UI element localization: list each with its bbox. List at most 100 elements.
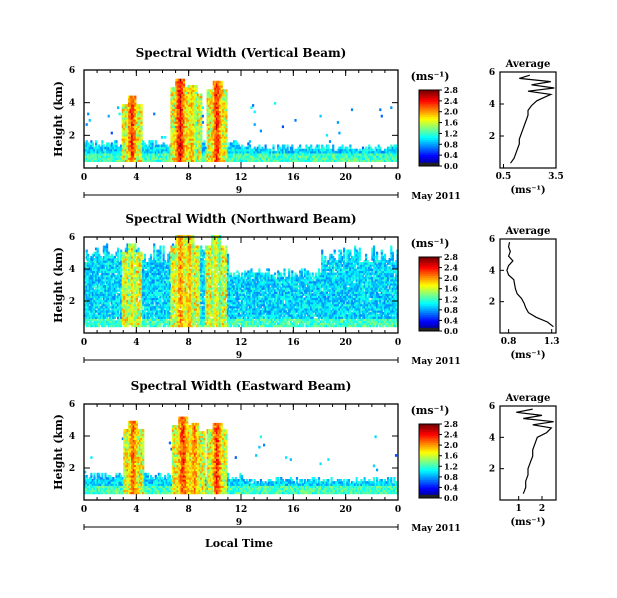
colorbar-cell: [419, 158, 439, 161]
colorbar-cell: [419, 451, 439, 455]
colorbar-cell: [419, 277, 439, 280]
y-tick-label: 4: [69, 265, 75, 275]
average-y-tick-label: 6: [489, 402, 495, 412]
colorbar-cell: [419, 323, 439, 326]
colorbar-cell: [419, 319, 439, 323]
colorbar-cell: [419, 321, 439, 325]
colorbar-cell: [419, 258, 439, 262]
average-y-tick-label: 2: [489, 465, 495, 475]
panel-title: Spectral Width (Eastward Beam): [131, 379, 352, 393]
colorbar-cell: [419, 103, 439, 106]
x-tick-label: 20: [339, 505, 352, 515]
colorbar-cell: [419, 327, 439, 330]
heatmap-cells: [84, 78, 399, 162]
colorbar-cell: [419, 431, 439, 434]
colorbar-cell: [419, 485, 439, 488]
colorbar-cell: [419, 310, 439, 313]
colorbar-cell: [419, 440, 439, 443]
average-x-tick-label: 1.3: [544, 337, 560, 347]
colorbar-cell: [419, 453, 439, 456]
colorbar-cell: [419, 91, 439, 95]
colorbar-tick-label: 1.6: [444, 118, 458, 128]
colorbar-cell: [419, 446, 439, 449]
colorbar-cell: [419, 118, 439, 121]
colorbar-cell: [419, 275, 439, 278]
colorbar-frame: [418, 423, 440, 499]
colorbar-cell: [419, 284, 439, 288]
x-tick-label: 20: [339, 173, 352, 183]
colorbar-tick-label: 2.0: [444, 440, 458, 450]
colorbar-cell: [419, 128, 439, 131]
colorbar-cell: [419, 475, 439, 479]
colorbar-cell: [419, 464, 439, 468]
x-tick-label: 0: [81, 173, 87, 183]
x-tick-label: 4: [133, 338, 139, 348]
colorbar-cell: [419, 101, 439, 104]
y-tick-label: 6: [69, 66, 75, 76]
colorbar-cell: [419, 473, 439, 477]
colorbar-cell: [419, 141, 439, 144]
colorbar-cell: [419, 294, 439, 297]
colorbar-cell: [419, 459, 439, 462]
colorbar-cell: [419, 145, 439, 148]
colorbar-cell: [419, 137, 439, 140]
colorbar-cell: [419, 139, 439, 142]
average-x-tick-label: 1: [516, 504, 522, 514]
colorbar-cell: [419, 477, 439, 480]
month-label: May 2011: [411, 357, 460, 367]
colorbar-cell: [419, 120, 439, 123]
colorbar-cell: [419, 461, 439, 464]
x-tick-label: 0: [395, 505, 401, 515]
x-tick-label: 8: [186, 338, 192, 348]
date-label: 9: [236, 186, 242, 196]
colorbar-cell: [419, 312, 439, 315]
colorbar-cell: [419, 162, 439, 165]
colorbar-tick-label: 1.2: [444, 461, 458, 471]
colorbar-cell: [419, 316, 439, 319]
average-x-tick-label: 0.5: [496, 172, 512, 182]
colorbar-cell: [419, 444, 439, 447]
average-y-tick-label: 4: [489, 433, 495, 443]
colorbar-cell: [419, 492, 439, 495]
colorbar-cell: [419, 429, 439, 432]
colorbar-cell: [419, 303, 439, 306]
colorbar-tick-label: 0.8: [444, 472, 458, 482]
colorbar-cell: [419, 494, 439, 497]
average-title: Average: [505, 393, 551, 404]
colorbar-unit: (ms⁻¹): [411, 70, 450, 83]
colorbar-cell: [419, 436, 439, 440]
colorbar-tick-label: 0.4: [444, 150, 458, 160]
colorbar-cell: [419, 424, 439, 427]
colorbar-cell: [419, 90, 439, 93]
x-tick-label: 12: [235, 505, 248, 515]
colorbar-cell: [419, 114, 439, 118]
colorbar-cell: [419, 448, 439, 451]
colorbar-cell: [419, 299, 439, 302]
colorbar-unit: (ms⁻¹): [411, 237, 450, 250]
colorbar-cell: [419, 107, 439, 110]
colorbar-cell: [419, 126, 439, 129]
colorbar-cell: [419, 147, 439, 150]
average-frame: [499, 71, 557, 169]
colorbar-unit: (ms⁻¹): [411, 404, 450, 417]
panel-title: Spectral Width (Vertical Beam): [136, 46, 347, 60]
colorbar-cell: [419, 148, 439, 152]
colorbar-cell: [419, 442, 439, 445]
average-profile-line: [506, 241, 554, 328]
x-tick-label: 16: [287, 338, 300, 348]
colorbar-cell: [419, 124, 439, 127]
colorbar-cell: [419, 268, 439, 271]
colorbar-cell: [419, 154, 439, 157]
colorbar-tick-label: 1.6: [444, 451, 458, 461]
colorbar-tick-label: 2.8: [444, 419, 458, 429]
colorbar-cell: [419, 93, 439, 97]
colorbar-cell: [419, 468, 439, 471]
colorbar-cell: [419, 301, 439, 304]
colorbar-cell: [419, 143, 439, 146]
colorbar-cell: [419, 160, 439, 163]
panel-1: Spectral Width (Northward Beam)0 4 8 12 16 20…: [52, 212, 560, 367]
panel-2: Spectral Width (Eastward Beam)0 4 8 12 16 20 0…: [52, 379, 557, 550]
colorbar-cell: [419, 297, 439, 301]
average-y-tick-label: 6: [489, 68, 495, 78]
y-tick-label: 2: [69, 464, 75, 474]
